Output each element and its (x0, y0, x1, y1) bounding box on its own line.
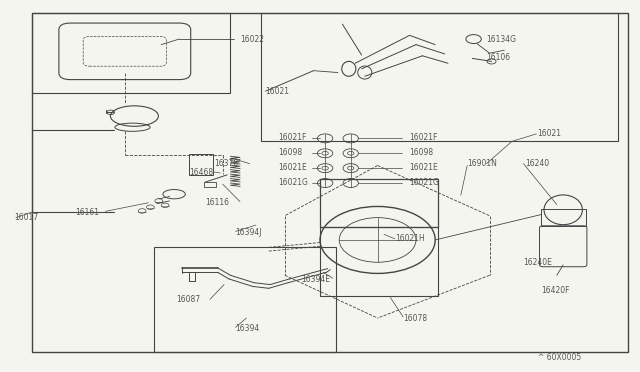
Text: 16087: 16087 (176, 295, 200, 304)
Text: 16420F: 16420F (541, 286, 570, 295)
Text: 16021F: 16021F (410, 133, 438, 142)
Text: 16240: 16240 (525, 159, 549, 168)
Text: 16021: 16021 (538, 129, 562, 138)
Text: 16161: 16161 (76, 208, 100, 217)
Text: 16021E: 16021E (278, 163, 307, 172)
Text: 16021G: 16021G (410, 178, 440, 187)
Text: 16017: 16017 (14, 213, 38, 222)
Text: 16106: 16106 (486, 53, 511, 62)
Text: 16098: 16098 (410, 148, 434, 157)
Text: 16134G: 16134G (486, 35, 516, 44)
Text: 16021E: 16021E (410, 163, 438, 172)
Text: 16394: 16394 (236, 324, 260, 333)
Text: 16022: 16022 (240, 35, 264, 44)
Text: 16078: 16078 (403, 314, 428, 323)
Text: 16021H: 16021H (396, 234, 425, 243)
Text: 16021G: 16021G (278, 178, 308, 187)
Text: 16394E: 16394E (301, 275, 330, 284)
Text: 16378: 16378 (214, 159, 239, 168)
Text: ^ 60X0005: ^ 60X0005 (538, 353, 581, 362)
Text: 16116: 16116 (205, 198, 229, 207)
Text: 16021F: 16021F (278, 133, 307, 142)
Text: 16021: 16021 (266, 87, 289, 96)
Text: 16468: 16468 (189, 169, 213, 177)
Text: 16901N: 16901N (467, 159, 497, 168)
Text: 16394J: 16394J (236, 228, 262, 237)
Text: 16240E: 16240E (524, 258, 552, 267)
Text: 16098: 16098 (278, 148, 303, 157)
